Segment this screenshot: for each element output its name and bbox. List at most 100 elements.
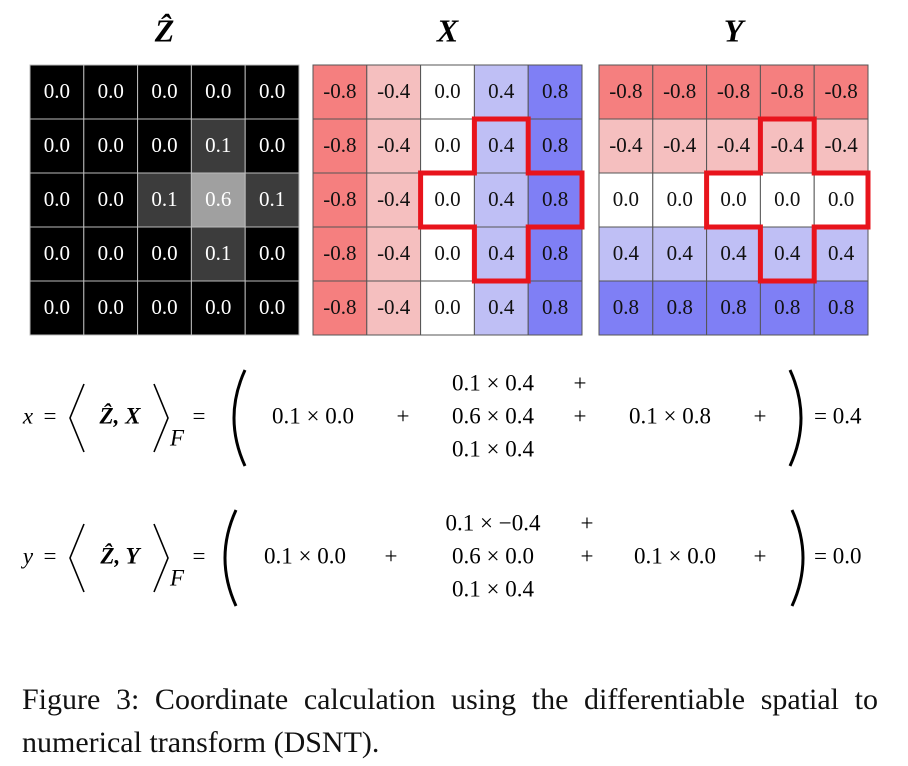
matrix-cell — [366, 172, 422, 228]
matrix-cell — [527, 64, 583, 120]
cell-value: 0.8 — [542, 295, 568, 319]
cell-value: 0.4 — [774, 241, 801, 265]
cell-value: 0.4 — [488, 241, 515, 265]
matrix-cell — [190, 226, 246, 282]
term: 0.1 × 0.4 — [452, 436, 534, 461]
matrix-cell — [813, 64, 869, 120]
matrix-cell — [706, 64, 761, 120]
cell-value: 0.0 — [613, 187, 639, 211]
cell-value: -0.8 — [323, 133, 356, 157]
matrix-cell — [473, 172, 529, 228]
matrix-cell — [312, 280, 368, 336]
cell-value: 0.8 — [542, 133, 568, 157]
matrix-cell — [706, 226, 761, 282]
paren — [790, 509, 805, 607]
matrix-cell — [137, 64, 192, 120]
matrix-cell — [83, 172, 139, 228]
cell-value: 0.4 — [488, 187, 515, 211]
equals: = — [193, 543, 206, 568]
paren — [788, 369, 803, 467]
matrix-cell — [473, 280, 529, 336]
angle-bracket — [153, 383, 169, 453]
cell-value: -0.8 — [609, 79, 642, 103]
cell-value: 0.4 — [488, 79, 515, 103]
plus: + — [581, 543, 594, 568]
cell-value: -0.4 — [717, 133, 751, 157]
cell-value: 0.0 — [259, 295, 285, 319]
cell-value: 0.0 — [98, 187, 124, 211]
cell-value: 0.0 — [44, 295, 70, 319]
paren — [223, 509, 238, 607]
cell-value: -0.4 — [377, 187, 411, 211]
cell-value: -0.8 — [717, 79, 750, 103]
cell-value: 0.0 — [151, 241, 177, 265]
matrix-cell — [706, 280, 761, 336]
cell-value: 0.0 — [205, 295, 231, 319]
matrix-cell — [813, 280, 869, 336]
angle-bracket — [153, 523, 169, 593]
equals: = — [44, 543, 57, 568]
figure: Ẑ 0.0 0.0 0.0 0.0 0.0 0.0 0.0 0.0 0.1 0.0 0.0 0.0 0.1… — [21, 12, 871, 607]
matrix-cell — [598, 64, 654, 120]
term: 0.1 × 0.4 — [452, 576, 534, 601]
cell-value: 0.0 — [151, 133, 177, 157]
cell-value: -0.4 — [663, 133, 697, 157]
plus: + — [581, 510, 594, 535]
highlight-outline — [704, 116, 871, 284]
matrix-cell — [83, 226, 139, 282]
term: 0.6 × 0.0 — [452, 543, 534, 568]
matrix-title: Ẑ — [154, 12, 175, 48]
matrix-cell — [29, 118, 85, 174]
matrix-cell — [598, 118, 654, 174]
subscript: F — [169, 565, 185, 590]
cell-value: -0.4 — [377, 133, 411, 157]
matrix-cell — [83, 280, 139, 336]
cell-value: 0.0 — [151, 79, 177, 103]
cell-value: 0.0 — [98, 295, 124, 319]
cell-value: 0.8 — [542, 79, 568, 103]
matrix-cell — [29, 280, 85, 336]
cell-value: 0.1 — [151, 187, 177, 211]
cell-value: 0.0 — [259, 79, 285, 103]
equals: = — [44, 403, 57, 428]
cell-value: 0.0 — [205, 79, 231, 103]
cell-value: -0.4 — [377, 295, 411, 319]
subscript: F — [169, 425, 185, 450]
matrix-cell — [244, 280, 300, 336]
term: 0.1 × 0.4 — [452, 370, 534, 395]
matrix-cell — [527, 280, 583, 336]
plus: + — [754, 403, 767, 428]
matrix-cell — [83, 64, 139, 120]
angle-bracket — [69, 523, 85, 593]
term: 0.1 × 0.0 — [264, 543, 346, 568]
matrix-cell — [190, 172, 246, 228]
cell-value: -0.8 — [323, 295, 356, 319]
cell-value: 0.0 — [44, 241, 70, 265]
cell-value: 0.0 — [774, 187, 800, 211]
cell-value: 0.6 — [205, 187, 231, 211]
matrix-cell — [29, 64, 85, 120]
cell-value: 0.8 — [774, 295, 800, 319]
plus: + — [397, 403, 410, 428]
matrix-cell — [244, 226, 300, 282]
angle-bracket — [69, 383, 85, 453]
matrix-cell — [759, 280, 815, 336]
matrix-cell — [706, 118, 761, 174]
cell-value: 0.0 — [259, 133, 285, 157]
matrix-cell — [759, 226, 815, 282]
matrix-cell — [652, 172, 708, 228]
cell-value: -0.8 — [771, 79, 804, 103]
cell-value: -0.4 — [824, 133, 858, 157]
cell-value: 0.8 — [613, 295, 639, 319]
term: 0.1 × 0.0 — [272, 403, 354, 428]
cell-value: -0.8 — [663, 79, 696, 103]
cell-value: 0.0 — [434, 79, 460, 103]
matrix-title: Y — [724, 12, 746, 48]
variable: x — [22, 403, 34, 428]
caption: Figure 3: Coordinate calculation using t… — [22, 683, 878, 759]
term: 0.6 × 0.4 — [452, 403, 534, 428]
cell-value: 0.4 — [720, 241, 747, 265]
matrix-cell — [420, 280, 475, 336]
cell-value: 0.1 — [259, 187, 285, 211]
